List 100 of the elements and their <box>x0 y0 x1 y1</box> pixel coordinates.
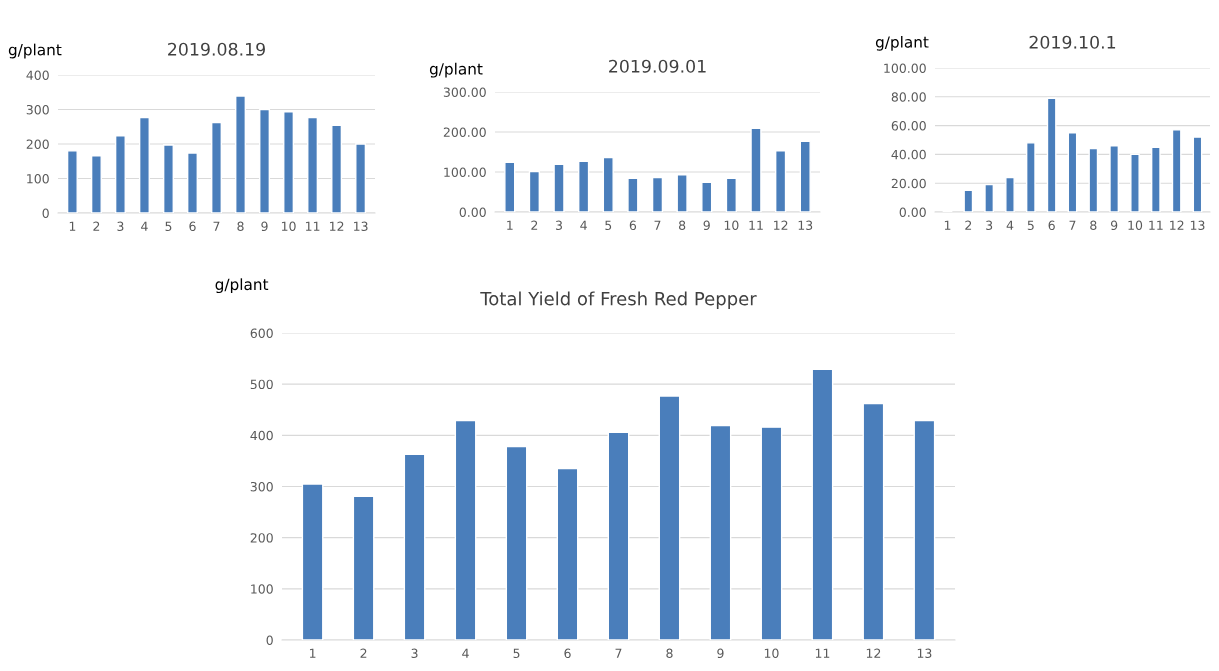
y-tick-label: 100 <box>27 173 49 184</box>
x-tick-label: 13 <box>354 221 368 232</box>
x-tick-label: 9 <box>703 220 710 231</box>
x-tick-label: 6 <box>1048 220 1055 231</box>
x-tick-label: 7 <box>654 220 661 230</box>
x-tick-label: 8 <box>1090 220 1097 231</box>
chart-title: 2019.10.1 <box>1029 35 1116 49</box>
bar <box>750 127 762 212</box>
chart-title: 2019.09.01 <box>609 59 706 73</box>
bar <box>1046 97 1057 212</box>
x-tick-label: 12 <box>774 220 788 230</box>
bar <box>862 402 885 640</box>
bar <box>162 144 174 213</box>
bar <box>505 445 528 640</box>
x-tick-label: 4 <box>580 220 587 230</box>
x-tick-label: 12 <box>330 221 344 231</box>
x-tick-label: 5 <box>513 648 520 659</box>
bar <box>283 111 295 213</box>
x-tick-label: 8 <box>666 648 673 659</box>
x-tick-label: 3 <box>117 221 124 232</box>
bar <box>1088 147 1099 212</box>
bar <box>235 95 247 213</box>
y-tick-label: 600 <box>250 328 273 338</box>
x-tick-label: 11 <box>815 648 830 658</box>
x-tick-label: 9 <box>717 648 724 659</box>
bar <box>607 431 630 640</box>
x-tick-label: 11 <box>1149 220 1163 230</box>
y-tick-label: 0 <box>266 635 273 645</box>
y-tick-label: 300 <box>250 481 273 492</box>
x-tick-label: 3 <box>986 220 993 231</box>
bar <box>811 368 834 640</box>
x-tick-label: 5 <box>1027 220 1034 231</box>
y-tick-label: 0.00 <box>459 207 486 217</box>
x-tick-label: 2 <box>93 221 100 231</box>
x-tick-label: 4 <box>1006 220 1014 230</box>
x-tick-label: 5 <box>165 221 172 232</box>
y-tick-label: 400 <box>250 430 273 441</box>
bar <box>355 143 367 213</box>
chart-title: Total Yield of Fresh Red Pepper <box>480 291 757 309</box>
bar <box>211 121 222 213</box>
bar <box>259 108 271 213</box>
x-tick-label: 11 <box>305 221 320 231</box>
x-tick-label: 8 <box>678 220 686 231</box>
x-tick-label: 3 <box>555 220 562 231</box>
bar <box>602 156 614 212</box>
x-tick-label: 12 <box>866 648 881 658</box>
x-tick-label: 4 <box>141 221 148 231</box>
y-tick-label: 200 <box>26 139 49 149</box>
bar <box>984 183 995 212</box>
bar <box>138 116 150 213</box>
bar <box>90 155 102 213</box>
x-tick-label: 2 <box>360 648 367 658</box>
bar <box>454 419 477 640</box>
x-tick-label: 2 <box>965 220 972 230</box>
chart-title: 2019.08.19 <box>168 42 265 56</box>
y-tick-label: 80.00 <box>891 92 926 102</box>
bar <box>307 116 319 213</box>
x-tick-label: 9 <box>261 221 268 232</box>
x-tick-label: 10 <box>764 648 779 659</box>
x-tick-label: 7 <box>615 648 622 658</box>
bar <box>1067 132 1078 212</box>
x-tick-label: 13 <box>798 220 813 231</box>
bar <box>114 135 126 213</box>
bar <box>1025 142 1036 212</box>
bar <box>627 177 639 212</box>
x-tick-label: 6 <box>564 648 571 659</box>
x-tick-label: 1 <box>309 648 316 658</box>
bar <box>963 189 974 212</box>
y-tick-label: 100 <box>251 584 273 594</box>
x-tick-label: 7 <box>213 221 220 231</box>
y-axis-title: g/plant <box>8 43 62 59</box>
x-tick-label: 10 <box>281 221 296 232</box>
bar <box>331 124 343 213</box>
bar <box>556 467 579 640</box>
y-tick-label: 500 <box>250 379 273 390</box>
bar <box>709 424 732 640</box>
x-tick-label: 12 <box>1170 220 1184 230</box>
bar <box>66 150 78 213</box>
bar <box>504 161 516 212</box>
bar <box>1171 129 1182 212</box>
bar <box>528 170 541 212</box>
bar <box>799 140 811 212</box>
x-tick-label: 1 <box>69 221 76 231</box>
bar <box>1192 136 1203 212</box>
y-tick-label: 200.00 <box>443 127 486 137</box>
bar <box>1005 176 1015 212</box>
y-tick-label: 300.00 <box>443 87 486 97</box>
bar <box>913 419 936 640</box>
x-tick-label: 8 <box>237 221 244 232</box>
bar <box>352 495 375 640</box>
y-tick-label: 0 <box>42 208 49 218</box>
bar <box>760 426 783 640</box>
y-axis-title: g/plant <box>215 278 269 294</box>
bar <box>1109 145 1120 212</box>
bar <box>1130 153 1140 212</box>
bar <box>658 395 681 640</box>
y-tick-label: 300 <box>26 104 49 115</box>
y-axis-title: g/plant <box>875 35 929 51</box>
y-tick-label: 100.00 <box>884 63 926 73</box>
y-tick-label: 0.00 <box>899 207 926 217</box>
